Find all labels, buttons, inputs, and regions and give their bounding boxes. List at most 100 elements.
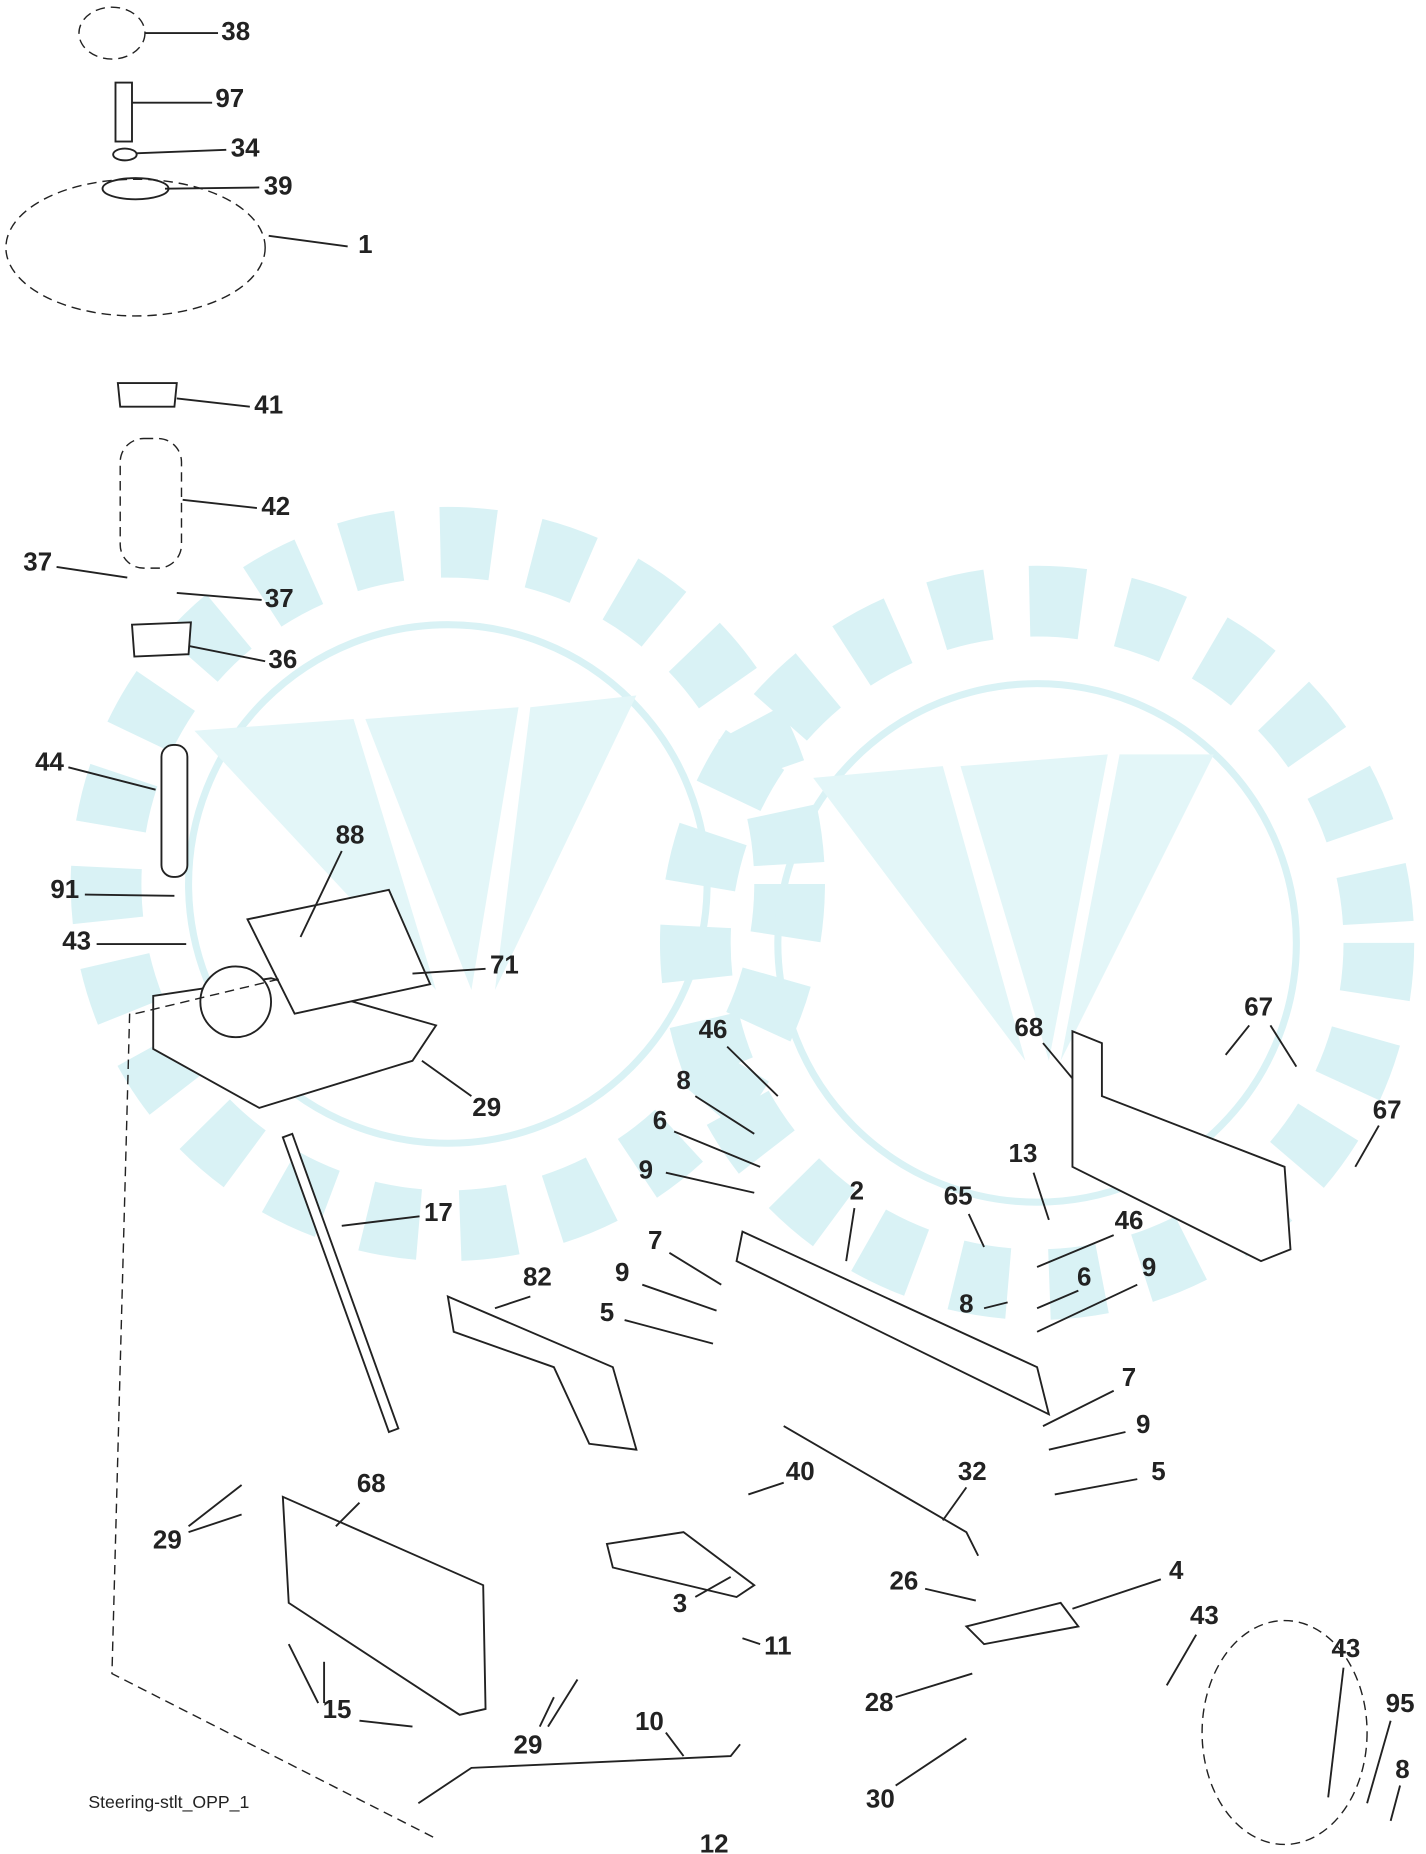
leader-line [1327,1667,1345,1798]
leader-line [694,1095,755,1135]
callout: 4 [1072,1557,1184,1610]
callout: 6 [653,1107,761,1168]
leader-line [84,893,175,897]
callout: 9 [615,1259,717,1312]
callout-label: 46 [1115,1207,1144,1235]
callout: 67 [1224,994,1298,1068]
leader-line [1036,1283,1138,1333]
callout: 2 [845,1178,864,1262]
callout: 8 [1389,1756,1410,1822]
leader-line [942,1486,968,1521]
callout-label: 29 [514,1731,543,1759]
leader-line [1072,1578,1162,1610]
callout-label: 1 [358,231,372,259]
leader-line [1048,1431,1126,1451]
callout: 10 [635,1708,685,1757]
leader-line [335,1502,361,1527]
leader-line [1224,1024,1250,1056]
callout-label: 37 [23,548,52,576]
callout: 9 [1036,1254,1156,1333]
leader-line [68,766,156,791]
callout-label: 71 [490,951,519,979]
callout-label: 91 [50,876,79,904]
callout: 44 [35,749,156,791]
callout: 39 [164,172,293,200]
callout: 42 [182,493,290,521]
leader-line [665,1731,685,1757]
callout-label: 44 [35,749,64,777]
leader-line [983,1301,1008,1310]
callout: 65 [944,1182,985,1248]
callout: 37 [23,548,128,579]
leader-line [1269,1024,1298,1068]
callout: 37 [176,585,294,613]
callout: 68 [335,1470,386,1527]
callout: 1 [268,231,373,259]
callout: 34 [135,135,260,163]
callout: 82 [494,1264,552,1310]
leader-line [1054,1478,1138,1496]
callout-label: 29 [153,1526,182,1554]
callout: 9 [639,1156,755,1194]
leader-line [182,498,258,509]
callout: 29 [421,1059,501,1122]
callout: 68 [1014,1014,1074,1080]
callout-label: 38 [221,18,250,46]
callout-label: 9 [615,1259,629,1287]
leader-line [341,1215,420,1227]
leader-line [538,1696,555,1728]
callout-label: 10 [635,1708,664,1736]
callout-label: 43 [1190,1602,1219,1630]
leader-line [494,1295,531,1310]
leader-line [845,1207,856,1262]
callout-label: 34 [231,135,260,163]
callout: 28 [865,1672,973,1717]
callout: 7 [648,1227,722,1286]
callout-label: 67 [1244,994,1273,1022]
leader-line [135,148,227,155]
callout-label: 68 [357,1470,386,1498]
leader-line [164,186,260,190]
callout: 88 [299,822,364,938]
callout: 29 [153,1484,243,1554]
callout: 38 [144,18,250,46]
callout-label: 95 [1386,1690,1415,1718]
leader-line [176,591,262,601]
callout: 32 [942,1458,987,1521]
callout-label: 37 [265,585,294,613]
leader-line [895,1672,973,1699]
leader-line [1036,1289,1079,1310]
callout-label: 9 [1142,1254,1156,1282]
callout: 30 [866,1737,967,1814]
callout-label: 65 [944,1182,973,1210]
page-number: 12 [700,1830,729,1854]
callout: 43 [1327,1635,1360,1798]
callout: 13 [1009,1140,1050,1221]
parts [5,6,1368,1846]
callout-label: 68 [1014,1014,1043,1042]
leader-line [176,397,250,408]
callout-label: 5 [1151,1458,1165,1486]
callout: 17 [341,1199,453,1227]
callout: 43 [1165,1602,1219,1686]
leader-line [188,645,266,663]
leader-line [1165,1634,1198,1686]
leader-line [187,1484,243,1528]
callout-label: 67 [1373,1096,1402,1124]
leader-line [56,566,128,579]
callout-label: 3 [673,1590,687,1618]
callout: 36 [188,645,297,674]
leader-line [668,1252,722,1286]
callout-label: 11 [764,1633,791,1661]
watermark [70,506,1415,1321]
callout-label: 2 [850,1178,864,1206]
callout-label: 32 [958,1458,987,1486]
callout-label: 8 [959,1291,973,1319]
leader-line [742,1637,761,1646]
callout-label: 82 [523,1264,552,1292]
leader-line [268,234,348,248]
callout: 71 [412,951,519,979]
leader-line [967,1213,985,1248]
leader-line [1354,1125,1380,1168]
leader-line [624,1319,714,1345]
